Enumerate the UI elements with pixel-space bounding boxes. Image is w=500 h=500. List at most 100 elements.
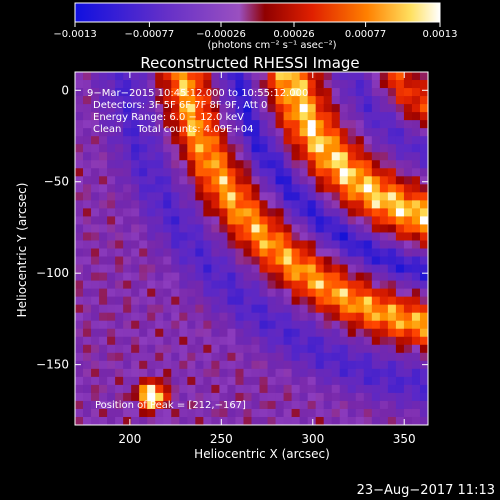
heatmap-cell [371,176,381,185]
heatmap-cell [323,376,333,386]
heatmap-cell [99,184,108,193]
heatmap-cell [259,208,269,218]
heatmap-cell [99,336,108,346]
heatmap-cell [275,344,285,354]
heatmap-cell [107,136,116,145]
heatmap-cell [363,120,373,129]
heatmap-cell [147,240,156,250]
heatmap-cell [251,160,261,169]
heatmap-cell [363,104,373,113]
heatmap-cell [83,120,92,129]
heatmap-cell [123,312,132,322]
heatmap-cell [99,192,108,201]
heatmap-cell [267,312,277,322]
heatmap-cell [227,72,237,81]
heatmap-cell [227,352,237,362]
heatmap-cell [411,400,421,410]
heatmap-cell [371,368,381,378]
heatmap-cell [203,376,212,386]
heatmap-cell [83,376,92,386]
heatmap-cell [83,208,92,218]
heatmap-cell [395,168,405,177]
heatmap-cell [411,312,421,322]
heatmap-cell [411,168,421,177]
heatmap-cell [179,384,188,394]
heatmap-cell [403,328,413,338]
heatmap-cell [91,80,100,89]
heatmap-cell [419,272,428,282]
heatmap-cell [211,80,221,89]
heatmap-cell [219,272,229,282]
heatmap-cell [315,280,325,290]
heatmap-cell [171,88,180,97]
heatmap-cell [331,296,341,306]
heatmap-cell [267,376,277,386]
heatmap-cell [155,288,164,298]
heatmap-cell [115,368,124,378]
heatmap-cell [259,112,269,121]
heatmap-cell [243,232,253,242]
heatmap-cell [339,248,349,258]
heatmap-cell [131,192,140,201]
heatmap-cell [339,304,349,314]
heatmap-cell [323,248,333,258]
heatmap-cell [171,328,180,338]
heatmap-cell [315,384,325,394]
heatmap-cell [243,376,253,386]
heatmap-cell [291,152,301,161]
heatmap-cell [179,408,188,418]
heatmap-cell [179,208,188,218]
heatmap-cell [275,200,285,209]
heatmap-cell [235,128,245,137]
heatmap-cell [227,400,237,410]
heatmap-cell [83,112,92,121]
heatmap-cell [387,376,397,386]
heatmap-cell [323,296,333,306]
heatmap-cell [163,368,172,378]
heatmap-cell [403,216,413,226]
heatmap-cell [147,200,156,209]
heatmap-cell [371,296,381,306]
heatmap-cell [251,152,261,161]
heatmap-cell [307,144,317,153]
heatmap-cell [115,152,124,161]
heatmap-cell [371,264,381,274]
heatmap-cell [243,416,253,425]
heatmap-cell [419,336,428,346]
heatmap-cell [99,104,108,113]
heatmap-cell [211,176,221,185]
heatmap-cell [131,400,140,410]
heatmap-cell [331,376,341,386]
heatmap-cell [211,304,221,314]
heatmap-cell [195,352,204,362]
heatmap-cell [211,112,221,121]
heatmap-cell [283,96,293,105]
x-axis-ticks: 200 250 300 350 [118,72,416,446]
heatmap-cell [107,144,116,153]
heatmap-cell [283,296,293,306]
heatmap-cell [179,344,188,354]
heatmap-cell [275,96,285,105]
heatmap-cell [395,112,405,121]
heatmap-cell [307,344,317,354]
heatmap-cell [107,112,116,121]
heatmap-cell [395,80,405,89]
heatmap-cell [163,168,172,177]
heatmap-cell [267,184,277,193]
heatmap-cell [251,296,261,306]
heatmap-cell [411,376,421,386]
heatmap-cell [307,128,317,137]
heatmap-cell [251,384,261,394]
heatmap-cell [283,400,293,410]
heatmap-cell [91,328,100,338]
heatmap-cell [339,136,349,145]
heatmap-cell [331,192,341,201]
heatmap-cell [371,328,381,338]
heatmap-cell [387,192,397,201]
heatmap-cell [171,224,180,234]
heatmap-cell [203,280,212,290]
colorbar-units: (photons cm⁻² s⁻¹ asec⁻²) [207,40,336,51]
heatmap-cell [355,288,365,298]
heatmap-cell [363,184,373,193]
heatmap-cell [155,392,164,402]
